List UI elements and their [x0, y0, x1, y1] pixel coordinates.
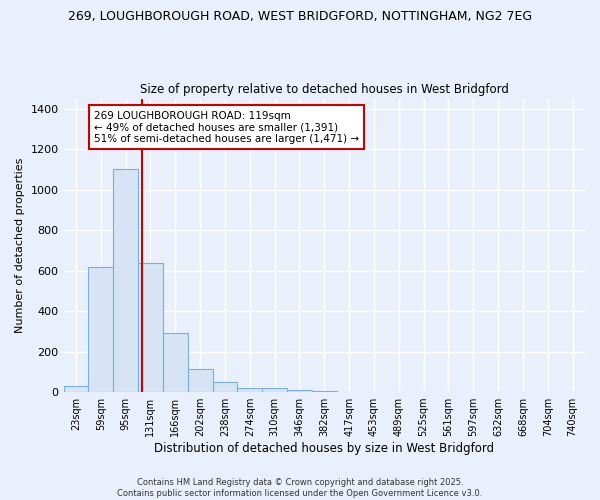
- Bar: [88, 266, 113, 392]
- Bar: [212, 382, 238, 392]
- Bar: [188, 369, 212, 392]
- Text: Contains HM Land Registry data © Crown copyright and database right 2025.
Contai: Contains HM Land Registry data © Crown c…: [118, 478, 482, 498]
- Bar: [312, 391, 337, 392]
- Bar: [238, 388, 262, 392]
- X-axis label: Distribution of detached houses by size in West Bridgford: Distribution of detached houses by size …: [154, 442, 494, 455]
- Bar: [287, 390, 312, 392]
- Bar: [113, 170, 138, 392]
- Text: 269, LOUGHBOROUGH ROAD, WEST BRIDGFORD, NOTTINGHAM, NG2 7EG: 269, LOUGHBOROUGH ROAD, WEST BRIDGFORD, …: [68, 10, 532, 23]
- Text: 269 LOUGHBOROUGH ROAD: 119sqm
← 49% of detached houses are smaller (1,391)
51% o: 269 LOUGHBOROUGH ROAD: 119sqm ← 49% of d…: [94, 110, 359, 144]
- Y-axis label: Number of detached properties: Number of detached properties: [15, 158, 25, 333]
- Bar: [262, 388, 287, 392]
- Title: Size of property relative to detached houses in West Bridgford: Size of property relative to detached ho…: [140, 83, 509, 96]
- Bar: [163, 334, 188, 392]
- Bar: [138, 262, 163, 392]
- Bar: [64, 386, 88, 392]
